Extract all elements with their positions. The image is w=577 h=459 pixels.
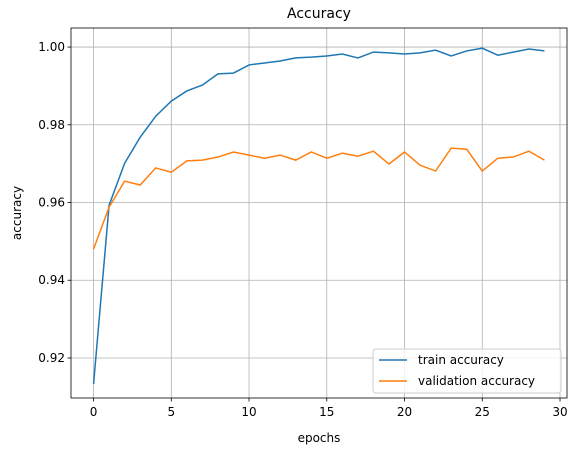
x-tick-label: 0 [90,405,98,419]
y-tick-label: 0.92 [38,351,65,365]
x-tick-label: 5 [167,405,175,419]
chart-title: Accuracy [287,6,351,22]
x-tick-label: 30 [552,405,567,419]
y-tick-label: 0.96 [38,196,65,210]
x-tick-label: 15 [319,405,334,419]
plot-frame [70,27,568,399]
legend: train accuracy validation accuracy [372,348,562,394]
line-series [92,147,545,250]
x-tick-label: 25 [475,405,490,419]
legend-label: validation accuracy [418,374,535,388]
line-series [92,47,545,385]
y-axis-label: accuracy [10,186,24,240]
legend-label: train accuracy [418,353,504,367]
legend-box [372,348,562,394]
x-tick-label: 10 [241,405,256,419]
y-tick-label: 1.00 [38,40,65,54]
y-tick-label: 0.94 [38,273,65,287]
y-tick-label: 0.98 [38,118,65,132]
x-tick-label: 20 [397,405,412,419]
x-axis-label: epochs [298,431,341,445]
